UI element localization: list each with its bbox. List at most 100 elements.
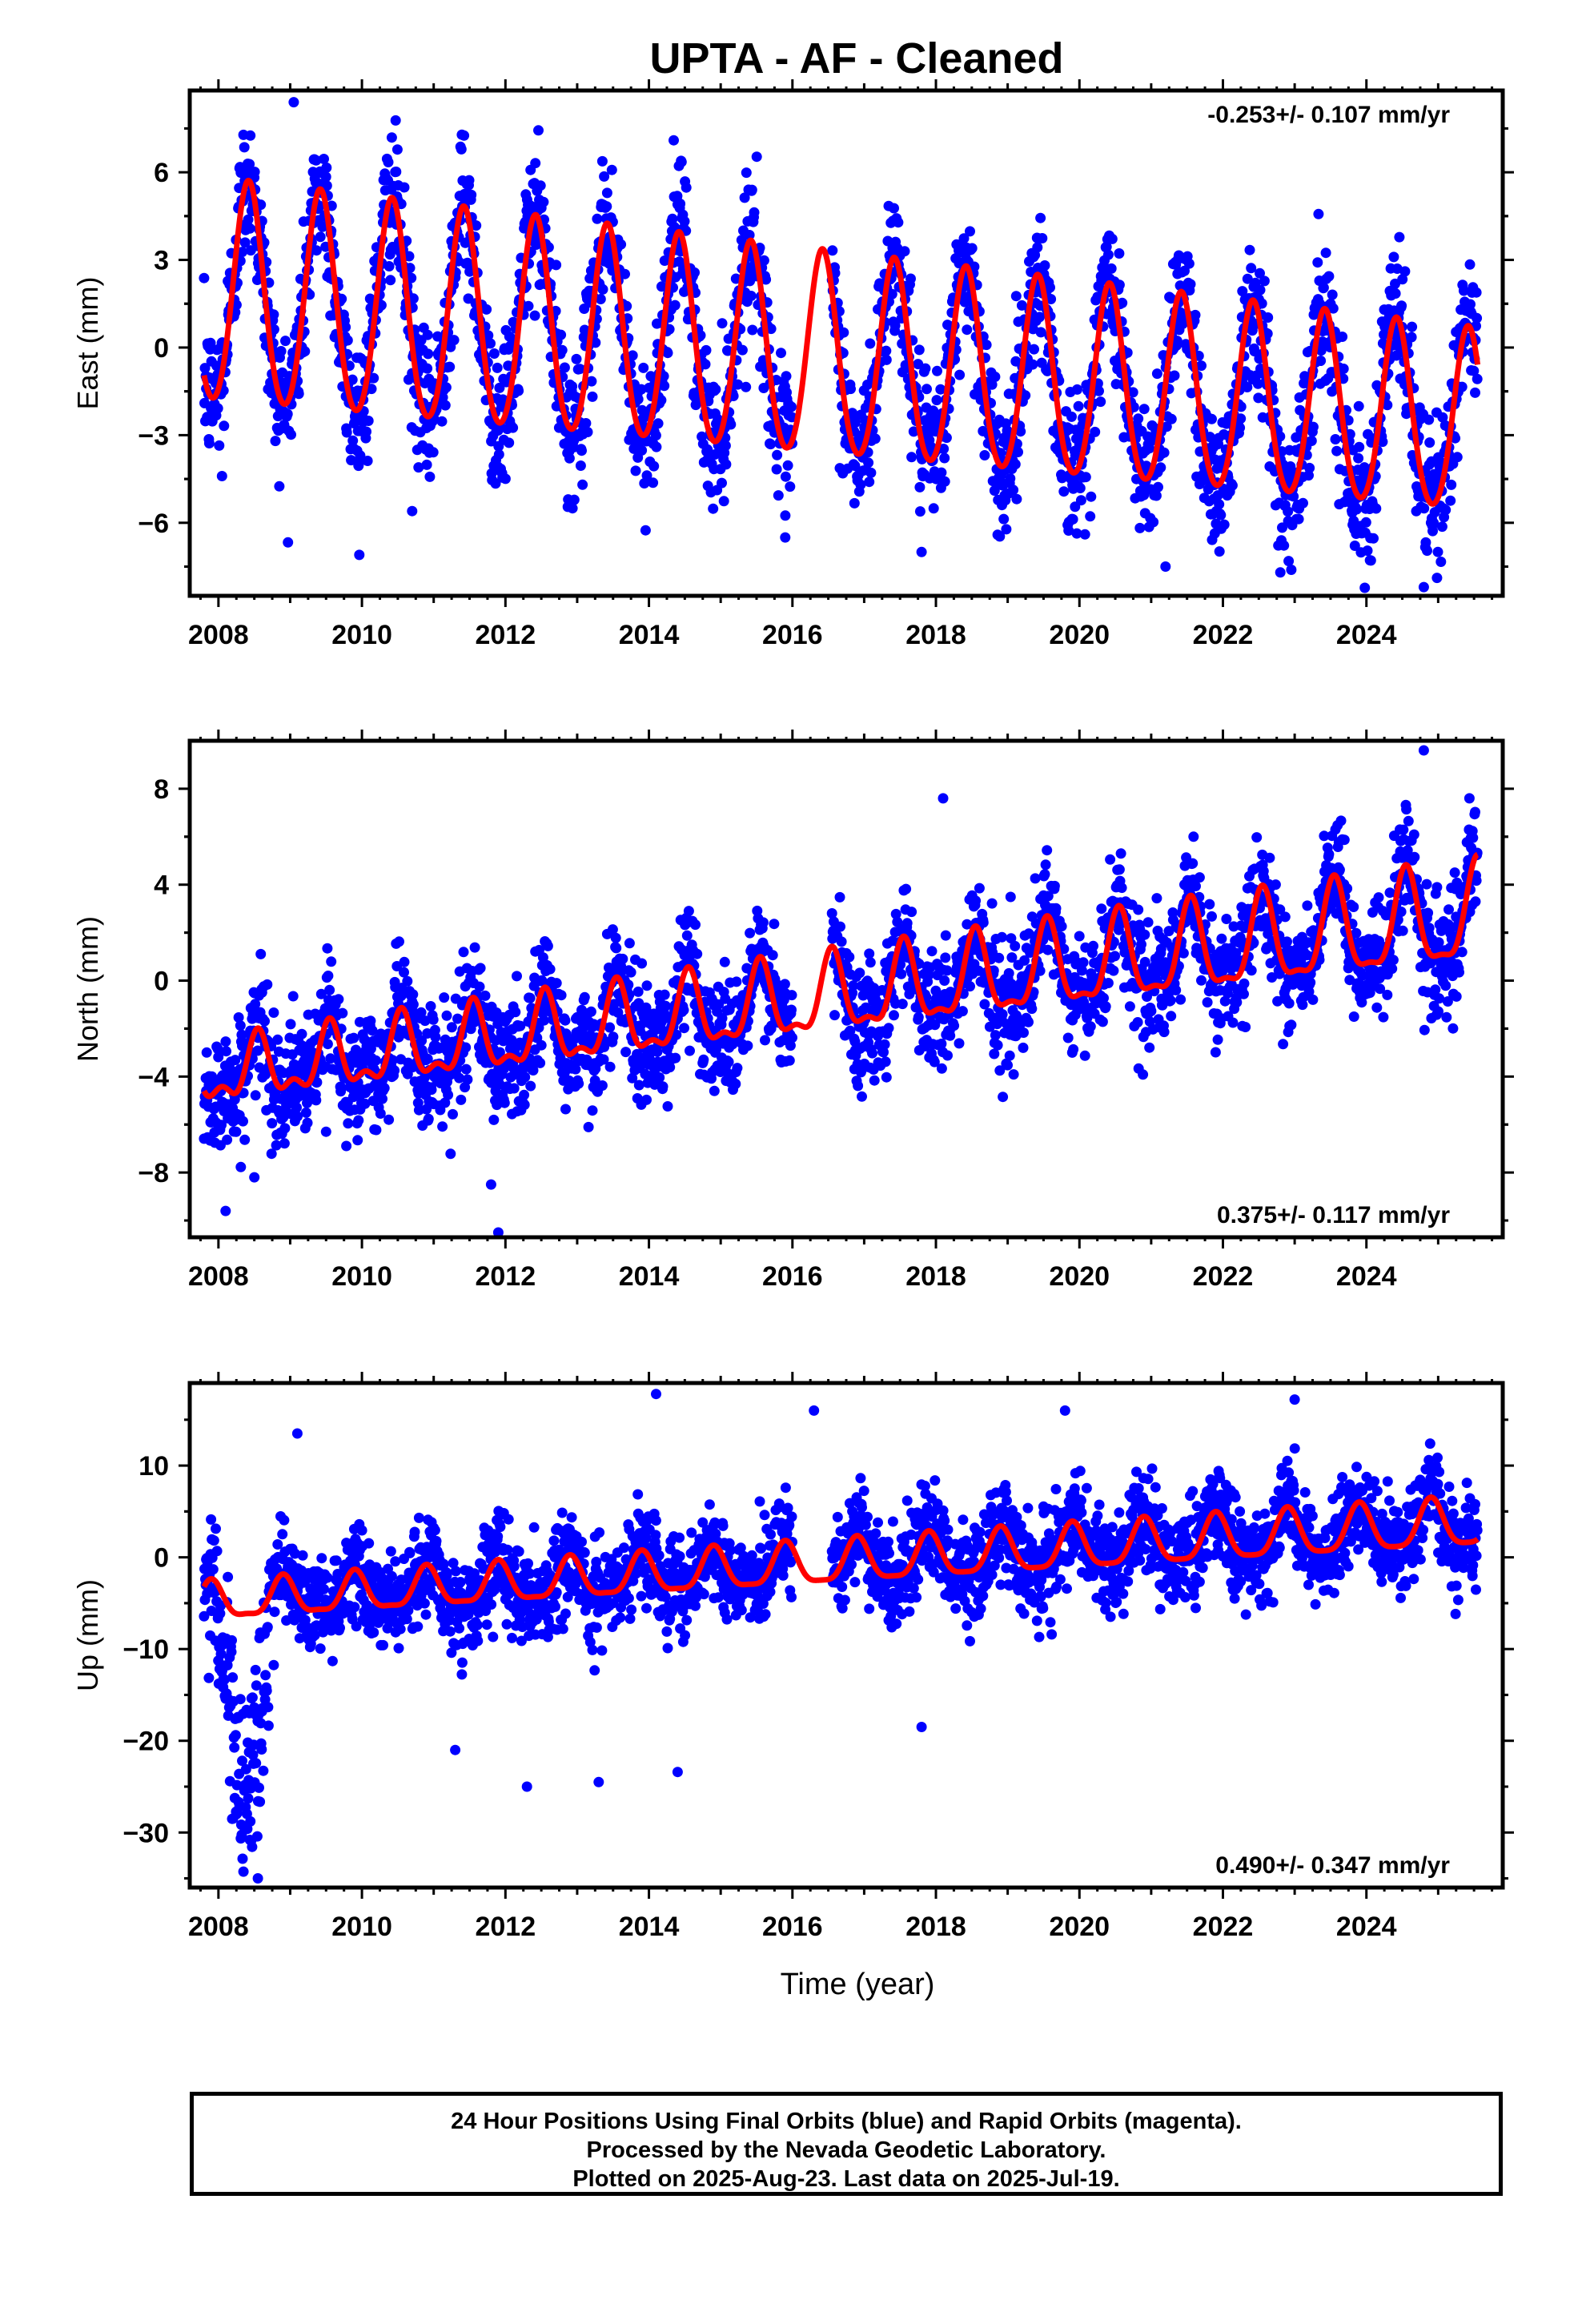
data-point (928, 405, 939, 416)
data-point (354, 549, 365, 561)
data-point (849, 497, 860, 509)
data-point (769, 919, 780, 930)
data-point (897, 999, 908, 1010)
data-point (1074, 931, 1085, 942)
data-point (456, 143, 467, 155)
data-point (571, 353, 582, 364)
data-point (945, 1030, 956, 1041)
data-point (529, 310, 540, 321)
data-point (375, 1108, 386, 1119)
data-point (1106, 263, 1117, 274)
data-point (718, 496, 729, 507)
data-point (361, 426, 371, 437)
data-point (444, 361, 456, 372)
data-point (1219, 519, 1230, 530)
data-point (746, 184, 757, 195)
data-point (212, 403, 223, 414)
data-point (739, 192, 750, 203)
data-point (244, 223, 255, 234)
data-point (974, 883, 985, 894)
data-point (744, 230, 755, 240)
data-point (368, 372, 379, 384)
data-point (1005, 473, 1016, 484)
data-point (896, 968, 907, 979)
data-point (921, 384, 932, 395)
data-point (366, 384, 377, 395)
data-point (662, 1101, 673, 1112)
data-point (440, 400, 451, 411)
data-point (1171, 336, 1182, 347)
east-rate-label: -0.253+/- 0.107 mm/yr (1207, 102, 1450, 128)
data-point (560, 1015, 571, 1026)
data-point (867, 1047, 877, 1059)
data-point (641, 980, 652, 991)
data-point (520, 1072, 531, 1083)
data-point (596, 1080, 608, 1091)
data-point (423, 348, 434, 360)
data-point (889, 1010, 899, 1021)
data-point (599, 171, 610, 182)
data-point (1318, 282, 1329, 293)
data-point (733, 379, 743, 390)
data-point (1138, 404, 1150, 415)
data-point (1190, 309, 1201, 320)
data-point (986, 898, 998, 909)
data-point (1255, 267, 1265, 279)
data-point (1214, 546, 1225, 557)
data-point (1056, 921, 1067, 932)
data-point (259, 1015, 270, 1027)
data-point (601, 187, 612, 199)
data-point (235, 1161, 247, 1172)
data-point (725, 419, 737, 430)
data-point (1446, 479, 1457, 490)
data-point (990, 372, 1001, 382)
data-point (379, 1083, 390, 1094)
data-point (723, 1056, 734, 1068)
data-point (779, 979, 790, 990)
data-point (362, 456, 373, 466)
data-point (767, 950, 778, 961)
data-point (906, 452, 917, 463)
data-point (1470, 387, 1480, 398)
data-point (560, 1104, 571, 1115)
data-point (542, 940, 553, 951)
outlier-point (1275, 567, 1286, 578)
outlier-point (216, 471, 227, 481)
east-x-tick-label: 2012 (475, 620, 536, 650)
data-point (650, 430, 661, 441)
data-point (834, 891, 845, 903)
data-point (580, 418, 592, 428)
data-point (881, 354, 892, 365)
data-point (448, 335, 460, 346)
data-point (582, 427, 593, 437)
data-point (508, 422, 519, 433)
data-point (1207, 413, 1217, 424)
data-point (221, 1046, 231, 1057)
data-point (239, 237, 251, 248)
data-point (436, 416, 448, 427)
data-point (926, 946, 938, 957)
data-point (939, 975, 950, 986)
data-point (1464, 259, 1476, 270)
data-point (1471, 287, 1482, 298)
data-point (1312, 257, 1323, 268)
data-point (399, 956, 410, 967)
data-point (1039, 869, 1050, 880)
data-point (1419, 503, 1430, 514)
data-point (940, 952, 951, 963)
data-point (1116, 883, 1127, 894)
data-point (997, 931, 1007, 943)
data-point (460, 1063, 472, 1075)
data-point (342, 335, 353, 346)
data-point (962, 324, 973, 336)
data-point (992, 1039, 1003, 1051)
data-point (782, 460, 793, 471)
data-point (1117, 297, 1128, 308)
data-point (772, 449, 783, 460)
data-point (949, 1020, 960, 1031)
data-point (499, 1097, 510, 1108)
data-point (586, 376, 597, 387)
data-point (1127, 387, 1138, 398)
data-point (604, 1061, 616, 1072)
data-point (1042, 944, 1054, 955)
